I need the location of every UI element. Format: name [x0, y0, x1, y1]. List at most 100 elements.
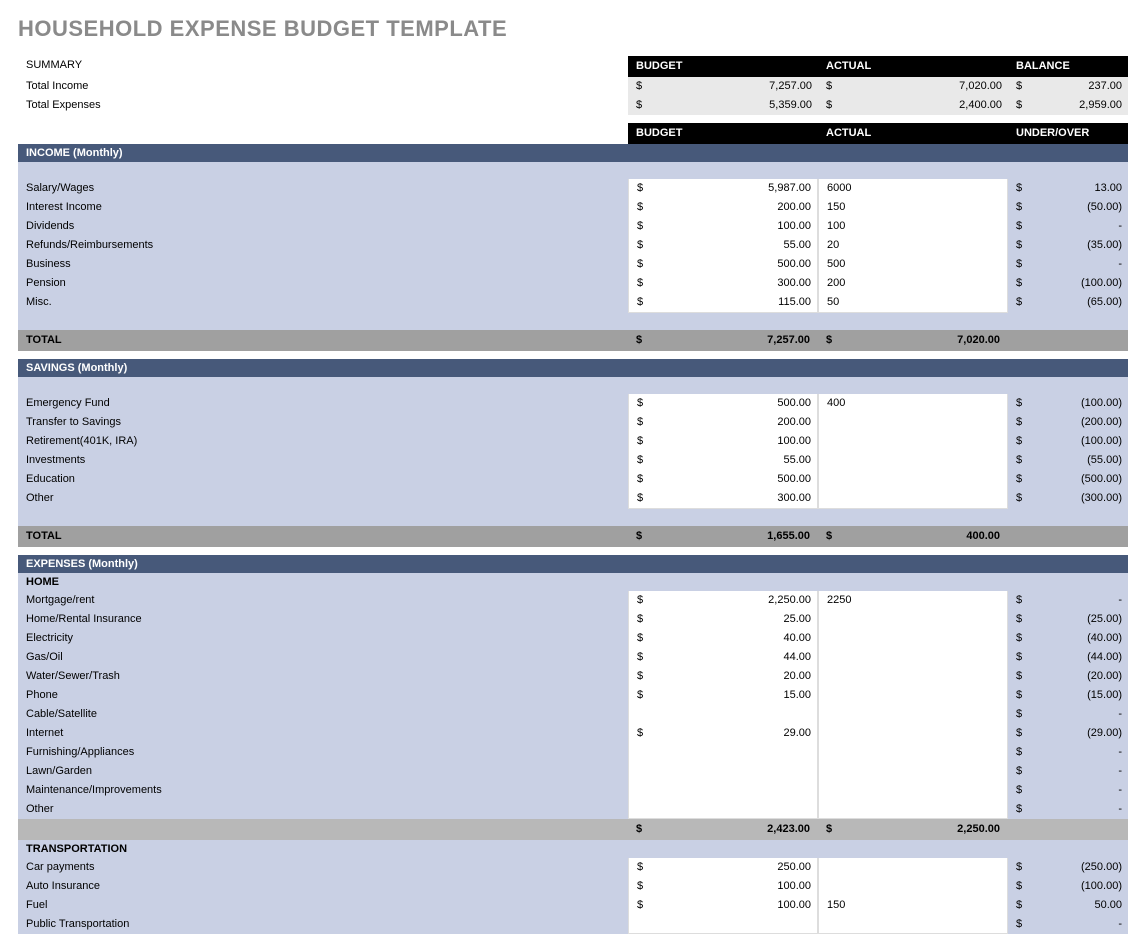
income-row-budget-cell[interactable]: $200.00 — [628, 198, 818, 217]
transportation-row-budget-cell[interactable] — [628, 915, 818, 934]
savings-row-actual-cell[interactable] — [818, 451, 1008, 470]
home-row-actual-cell[interactable] — [818, 800, 1008, 819]
home-row-budget-cell[interactable] — [628, 781, 818, 800]
home-row-actual-cell[interactable] — [818, 724, 1008, 743]
home-row-actual-cell[interactable] — [818, 629, 1008, 648]
income-section-title: INCOME (Monthly) — [18, 144, 1128, 162]
income-row-actual-cell[interactable]: 50 — [818, 293, 1008, 313]
savings-row-actual-cell[interactable] — [818, 489, 1008, 509]
col-header-actual: ACTUAL — [818, 123, 1008, 144]
transportation-row-actual-cell[interactable] — [818, 877, 1008, 896]
income-total-label: TOTAL — [18, 330, 628, 351]
income-row-budget-cell[interactable]: $300.00 — [628, 274, 818, 293]
savings-row-actual-cell[interactable] — [818, 470, 1008, 489]
transportation-row-underover: $- — [1008, 915, 1128, 934]
home-row-budget-cell[interactable] — [628, 800, 818, 819]
savings-row-budget-cell[interactable]: $55.00 — [628, 451, 818, 470]
transportation-row-budget-cell[interactable]: $250.00 — [628, 858, 818, 877]
income-row-budget-cell[interactable]: $5,987.00 — [628, 179, 818, 198]
home-row-actual-cell[interactable]: 2250 — [818, 591, 1008, 610]
home-row-budget-cell[interactable]: $20.00 — [628, 667, 818, 686]
home-row-actual-cell[interactable] — [818, 781, 1008, 800]
home-row-budget-cell[interactable]: $15.00 — [628, 686, 818, 705]
transportation-row-actual-cell[interactable] — [818, 915, 1008, 934]
income-row-underover: $13.00 — [1008, 179, 1128, 198]
home-row-label: Cable/Satellite — [18, 705, 628, 724]
savings-row-underover: $(55.00) — [1008, 451, 1128, 470]
home-row-label: Home/Rental Insurance — [18, 610, 628, 629]
transportation-row-budget-cell[interactable]: $100.00 — [628, 896, 818, 915]
home-row-budget-cell[interactable]: $44.00 — [628, 648, 818, 667]
income-row-actual-cell[interactable]: 100 — [818, 217, 1008, 236]
income-row-actual-cell[interactable]: 200 — [818, 274, 1008, 293]
summary-grid: SUMMARY BUDGET ACTUAL BALANCE Total Inco… — [18, 56, 1119, 115]
income-row-budget-cell[interactable]: $100.00 — [628, 217, 818, 236]
home-row-budget-cell[interactable] — [628, 705, 818, 724]
income-row-label: Dividends — [18, 217, 628, 236]
home-row-underover: $(44.00) — [1008, 648, 1128, 667]
savings-row-underover: $(500.00) — [1008, 470, 1128, 489]
income-row-actual-cell[interactable]: 20 — [818, 236, 1008, 255]
transportation-row-underover: $50.00 — [1008, 896, 1128, 915]
savings-row-budget-cell[interactable]: $500.00 — [628, 394, 818, 413]
savings-row-actual-cell[interactable]: 400 — [818, 394, 1008, 413]
transportation-row-underover: $(100.00) — [1008, 877, 1128, 896]
home-row-underover: $- — [1008, 762, 1128, 781]
home-row-underover: $(29.00) — [1008, 724, 1128, 743]
income-row-budget-cell[interactable]: $55.00 — [628, 236, 818, 255]
col-header-budget: BUDGET — [628, 123, 818, 144]
home-row-budget-cell[interactable]: $25.00 — [628, 610, 818, 629]
income-row-underover: $- — [1008, 255, 1128, 274]
savings-row-budget-cell[interactable]: $100.00 — [628, 432, 818, 451]
transportation-row-label: Public Transportation — [18, 915, 628, 934]
income-row-budget-cell[interactable]: $115.00 — [628, 293, 818, 313]
home-row-budget-cell[interactable] — [628, 743, 818, 762]
home-row-actual-cell[interactable] — [818, 762, 1008, 781]
home-row-actual-cell[interactable] — [818, 610, 1008, 629]
blank-row — [18, 162, 1128, 179]
summary-header-actual: ACTUAL — [818, 56, 1008, 77]
transportation-row-underover: $(250.00) — [1008, 858, 1128, 877]
income-row-actual-cell[interactable]: 500 — [818, 255, 1008, 274]
transportation-row-budget-cell[interactable]: $100.00 — [628, 877, 818, 896]
income-row-label: Business — [18, 255, 628, 274]
savings-row-budget-cell[interactable]: $200.00 — [628, 413, 818, 432]
savings-row-budget-cell[interactable]: $300.00 — [628, 489, 818, 509]
savings-row-label: Other — [18, 489, 628, 509]
home-row-actual-cell[interactable] — [818, 686, 1008, 705]
home-row-underover: $(20.00) — [1008, 667, 1128, 686]
home-row-actual-cell[interactable] — [818, 743, 1008, 762]
summary-row-budget: $5,359.00 — [628, 96, 818, 115]
savings-row-actual-cell[interactable] — [818, 413, 1008, 432]
home-row-underover: $- — [1008, 591, 1128, 610]
home-row-actual-cell[interactable] — [818, 667, 1008, 686]
blank-row — [18, 313, 1128, 330]
transportation-row-actual-cell[interactable] — [818, 858, 1008, 877]
income-row-actual-cell[interactable]: 6000 — [818, 179, 1008, 198]
income-row-underover: $- — [1008, 217, 1128, 236]
home-subtotal-budget: $2,423.00 — [628, 819, 818, 840]
col-header-underover: UNDER/OVER — [1008, 123, 1128, 144]
savings-row-actual-cell[interactable] — [818, 432, 1008, 451]
home-row-actual-cell[interactable] — [818, 648, 1008, 667]
home-row-label: Gas/Oil — [18, 648, 628, 667]
income-row-underover: $(50.00) — [1008, 198, 1128, 217]
home-row-budget-cell[interactable] — [628, 762, 818, 781]
home-row-actual-cell[interactable] — [818, 705, 1008, 724]
income-row-underover: $(100.00) — [1008, 274, 1128, 293]
savings-row-budget-cell[interactable]: $500.00 — [628, 470, 818, 489]
page-title: HOUSEHOLD EXPENSE BUDGET TEMPLATE — [18, 16, 1119, 42]
home-row-budget-cell[interactable]: $29.00 — [628, 724, 818, 743]
home-row-budget-cell[interactable]: $2,250.00 — [628, 591, 818, 610]
savings-section-title: SAVINGS (Monthly) — [18, 359, 1128, 377]
home-row-budget-cell[interactable]: $40.00 — [628, 629, 818, 648]
savings-total-actual: $400.00 — [818, 526, 1008, 547]
income-row-underover: $(35.00) — [1008, 236, 1128, 255]
transportation-row-actual-cell[interactable]: 150 — [818, 896, 1008, 915]
income-total-budget: $7,257.00 — [628, 330, 818, 351]
income-row-budget-cell[interactable]: $500.00 — [628, 255, 818, 274]
savings-row-label: Emergency Fund — [18, 394, 628, 413]
income-row-actual-cell[interactable]: 150 — [818, 198, 1008, 217]
home-row-label: Phone — [18, 686, 628, 705]
home-row-label: Other — [18, 800, 628, 819]
